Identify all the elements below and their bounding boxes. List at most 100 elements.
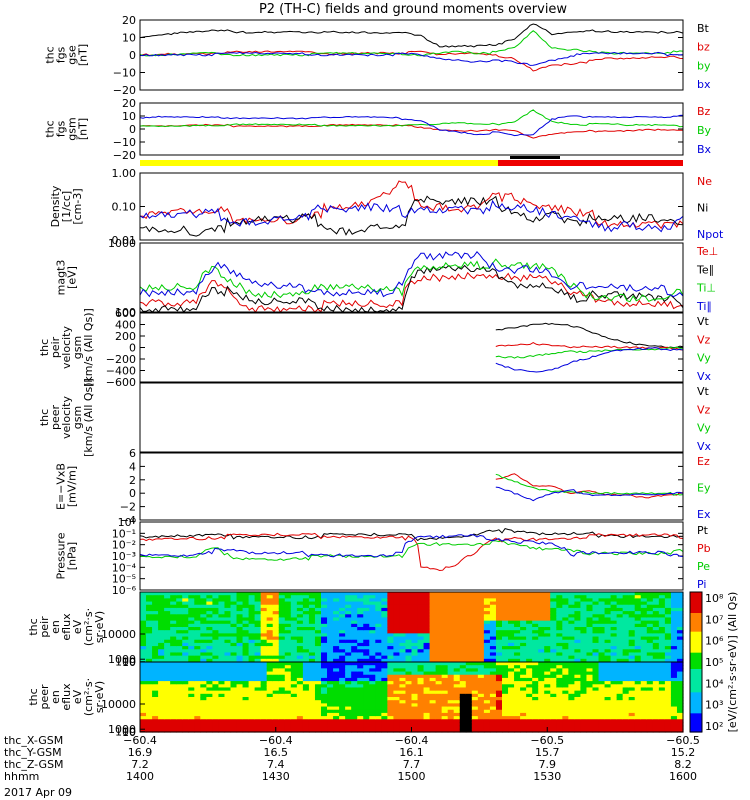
heatmap-cell [568, 709, 575, 714]
heatmap-cell [399, 700, 407, 704]
heatmap-cell [670, 687, 678, 692]
heatmap-cell [622, 607, 630, 612]
heatmap-cell [429, 706, 437, 711]
heatmap-cell [417, 630, 425, 634]
heatmap-cell [417, 716, 425, 720]
heatmap-cell [592, 725, 600, 730]
heatmap-cell [550, 728, 557, 733]
heatmap-cell [628, 592, 636, 596]
heatmap-cell [664, 690, 672, 695]
heatmap-cell [634, 595, 642, 599]
heatmap-cell [556, 716, 563, 720]
heatmap-cell [224, 716, 232, 720]
heatmap-cell [357, 703, 364, 708]
heatmap-cell [441, 604, 449, 609]
heatmap-cell [664, 630, 672, 634]
heatmap-cell [477, 617, 485, 622]
heatmap-cell [417, 697, 425, 701]
heatmap-cell [260, 611, 268, 615]
heatmap-cell [200, 658, 207, 663]
heatmap-cell [495, 595, 503, 599]
heatmap-cell [652, 617, 660, 622]
heatmap-cell [676, 665, 684, 669]
heatmap-cell [164, 639, 171, 644]
heatmap-cell [598, 598, 606, 603]
heatmap-cell [538, 725, 545, 730]
heatmap-cell [465, 700, 473, 704]
heatmap-cell [224, 662, 232, 666]
heatmap-cell [296, 719, 304, 724]
heatmap-cell [411, 681, 419, 685]
heatmap-cell [483, 595, 491, 599]
heatmap-cell [266, 677, 274, 682]
heatmap-cell [260, 722, 268, 727]
heatmap-cell [471, 687, 479, 692]
heatmap-cell [592, 681, 600, 685]
heatmap-cell [544, 709, 551, 714]
heatmap-cell [502, 652, 509, 657]
heatmap-cell [393, 630, 401, 634]
heatmap-cell [290, 617, 298, 622]
heatmap-cell [381, 712, 388, 717]
heatmap-cell [272, 677, 280, 682]
heatmap-cell [339, 595, 346, 599]
heatmap-cell [164, 709, 171, 714]
heatmap-cell [158, 706, 165, 711]
heatmap-cell [598, 719, 606, 724]
heatmap-cell [357, 652, 364, 657]
heatmap-cell [218, 668, 226, 673]
heatmap-cell [423, 598, 431, 603]
heatmap-cell [423, 623, 431, 628]
heatmap-cell [200, 690, 207, 695]
heatmap-cell [502, 681, 509, 685]
heatmap-cell [483, 725, 491, 730]
heatmap-cell [580, 687, 588, 692]
heatmap-cell [260, 690, 268, 695]
heatmap-cell [483, 716, 491, 720]
heatmap-cell [405, 703, 413, 708]
heatmap-cell [435, 709, 443, 714]
heatmap-cell [405, 595, 413, 599]
heatmap-cell [302, 687, 310, 692]
heatmap-cell [676, 646, 684, 650]
heatmap-cell [459, 716, 467, 720]
heatmap-cell [272, 703, 280, 708]
heatmap-cell [471, 725, 479, 730]
heatmap-cell [502, 658, 509, 663]
heatmap-cell [520, 681, 527, 685]
heatmap-cell [260, 592, 268, 596]
heatmap-cell [441, 725, 449, 730]
heatmap-cell [284, 719, 292, 724]
heatmap-cell [544, 662, 551, 666]
heatmap-cell [308, 716, 316, 720]
heatmap-cell [465, 722, 473, 727]
heatmap-cell [351, 693, 358, 698]
heatmap-cell [502, 604, 509, 609]
heatmap-cell [562, 712, 569, 717]
heatmap-cell [477, 706, 485, 711]
heatmap-cell [471, 639, 479, 644]
colorbar-segment [690, 666, 702, 670]
heatmap-cell [592, 687, 600, 692]
heatmap-cell [447, 642, 455, 647]
heatmap-cell [646, 655, 654, 660]
heatmap-cell [670, 690, 678, 695]
colorbar-segment [690, 638, 702, 642]
heatmap-cell [562, 630, 569, 634]
heatmap-cell [363, 687, 370, 692]
heatmap-cell [272, 652, 280, 657]
heatmap-cell [387, 665, 394, 669]
heatmap-cell [188, 671, 195, 676]
heatmap-cell [646, 639, 654, 644]
legend-Npot: Npot [697, 228, 724, 241]
heatmap-cell [393, 706, 401, 711]
heatmap-cell [260, 639, 268, 644]
heatmap-cell [520, 636, 527, 641]
heatmap-cell [664, 693, 672, 698]
heatmap-cell [538, 639, 545, 644]
heatmap-cell [284, 703, 292, 708]
heatmap-cell [399, 617, 407, 622]
heatmap-cell [495, 607, 503, 612]
heatmap-cell [417, 620, 425, 625]
heatmap-cell [411, 623, 419, 628]
